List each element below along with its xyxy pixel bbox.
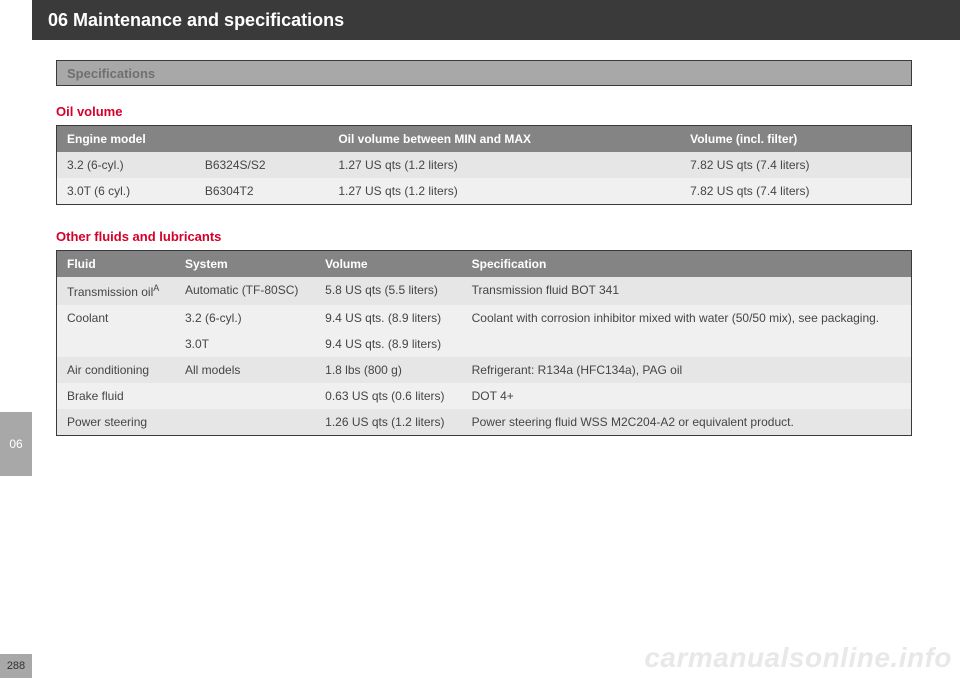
table-row: Transmission oilA Automatic (TF-80SC) 5.… bbox=[57, 277, 912, 305]
manual-page: 06 Maintenance and specifications 06 288… bbox=[0, 0, 960, 678]
cell: 1.27 US qts (1.2 liters) bbox=[328, 152, 680, 178]
section-title: Specifications bbox=[67, 66, 155, 81]
oil-header-row: Engine model Oil volume between MIN and … bbox=[57, 126, 912, 153]
fluids-header-row: Fluid System Volume Specification bbox=[57, 251, 912, 278]
cell bbox=[175, 383, 315, 409]
watermark: carmanualsonline.info bbox=[644, 642, 952, 674]
cell: All models bbox=[175, 357, 315, 383]
cell: B6324S/S2 bbox=[195, 152, 329, 178]
oil-col-minmax: Oil volume between MIN and MAX bbox=[328, 126, 680, 153]
cell: 7.82 US qts (7.4 liters) bbox=[680, 178, 911, 205]
oil-col-engine: Engine model bbox=[57, 126, 329, 153]
table-row: Air conditioning All models 1.8 lbs (800… bbox=[57, 357, 912, 383]
fluids-heading: Other fluids and lubricants bbox=[56, 229, 912, 244]
cell: Power steering fluid WSS M2C204-A2 or eq… bbox=[462, 409, 912, 436]
cell: 0.63 US qts (0.6 liters) bbox=[315, 383, 461, 409]
cell-text: Transmission oil bbox=[67, 285, 153, 299]
cell: Air conditioning bbox=[57, 357, 176, 383]
footnote-marker: A bbox=[153, 283, 159, 293]
side-tab: 06 bbox=[0, 412, 32, 476]
page-content: Specifications Oil volume Engine model O… bbox=[56, 60, 912, 460]
oil-table: Engine model Oil volume between MIN and … bbox=[56, 125, 912, 205]
cell: 9.4 US qts. (8.9 liters) bbox=[315, 305, 461, 331]
cell: Refrigerant: R134a (HFC134a), PAG oil bbox=[462, 357, 912, 383]
cell: Brake fluid bbox=[57, 383, 176, 409]
cell: 7.82 US qts (7.4 liters) bbox=[680, 152, 911, 178]
table-row: 3.2 (6-cyl.) B6324S/S2 1.27 US qts (1.2 … bbox=[57, 152, 912, 178]
cell: Coolant bbox=[57, 305, 176, 357]
page-number: 288 bbox=[0, 654, 32, 678]
fluids-col-fluid: Fluid bbox=[57, 251, 176, 278]
cell: 3.0T (6 cyl.) bbox=[57, 178, 195, 205]
cell: Automatic (TF-80SC) bbox=[175, 277, 315, 305]
fluids-col-volume: Volume bbox=[315, 251, 461, 278]
cell: DOT 4+ bbox=[462, 383, 912, 409]
cell: Transmission fluid BOT 341 bbox=[462, 277, 912, 305]
cell: 5.8 US qts (5.5 liters) bbox=[315, 277, 461, 305]
cell: 3.2 (6-cyl.) bbox=[175, 305, 315, 331]
table-row: Power steering 1.26 US qts (1.2 liters) … bbox=[57, 409, 912, 436]
table-row: Coolant 3.2 (6-cyl.) 9.4 US qts. (8.9 li… bbox=[57, 305, 912, 331]
cell bbox=[175, 409, 315, 436]
left-margin: 06 288 bbox=[0, 0, 32, 678]
cell: B6304T2 bbox=[195, 178, 329, 205]
chapter-header: 06 Maintenance and specifications bbox=[0, 0, 960, 40]
cell: 9.4 US qts. (8.9 liters) bbox=[315, 331, 461, 357]
table-row: 3.0T (6 cyl.) B6304T2 1.27 US qts (1.2 l… bbox=[57, 178, 912, 205]
cell: 1.27 US qts (1.2 liters) bbox=[328, 178, 680, 205]
table-row: Brake fluid 0.63 US qts (0.6 liters) DOT… bbox=[57, 383, 912, 409]
cell: 3.0T bbox=[175, 331, 315, 357]
side-tab-label: 06 bbox=[9, 437, 22, 451]
cell: 3.2 (6-cyl.) bbox=[57, 152, 195, 178]
cell: 1.8 lbs (800 g) bbox=[315, 357, 461, 383]
oil-heading: Oil volume bbox=[56, 104, 912, 119]
cell: 1.26 US qts (1.2 liters) bbox=[315, 409, 461, 436]
fluids-col-spec: Specification bbox=[462, 251, 912, 278]
fluids-col-system: System bbox=[175, 251, 315, 278]
section-title-bar: Specifications bbox=[56, 60, 912, 86]
fluids-table: Fluid System Volume Specification Transm… bbox=[56, 250, 912, 436]
cell: Power steering bbox=[57, 409, 176, 436]
cell: Coolant with corrosion inhibitor mixed w… bbox=[462, 305, 912, 357]
cell: Transmission oilA bbox=[57, 277, 176, 305]
chapter-title: 06 Maintenance and specifications bbox=[48, 10, 344, 31]
oil-col-volume: Volume (incl. filter) bbox=[680, 126, 911, 153]
